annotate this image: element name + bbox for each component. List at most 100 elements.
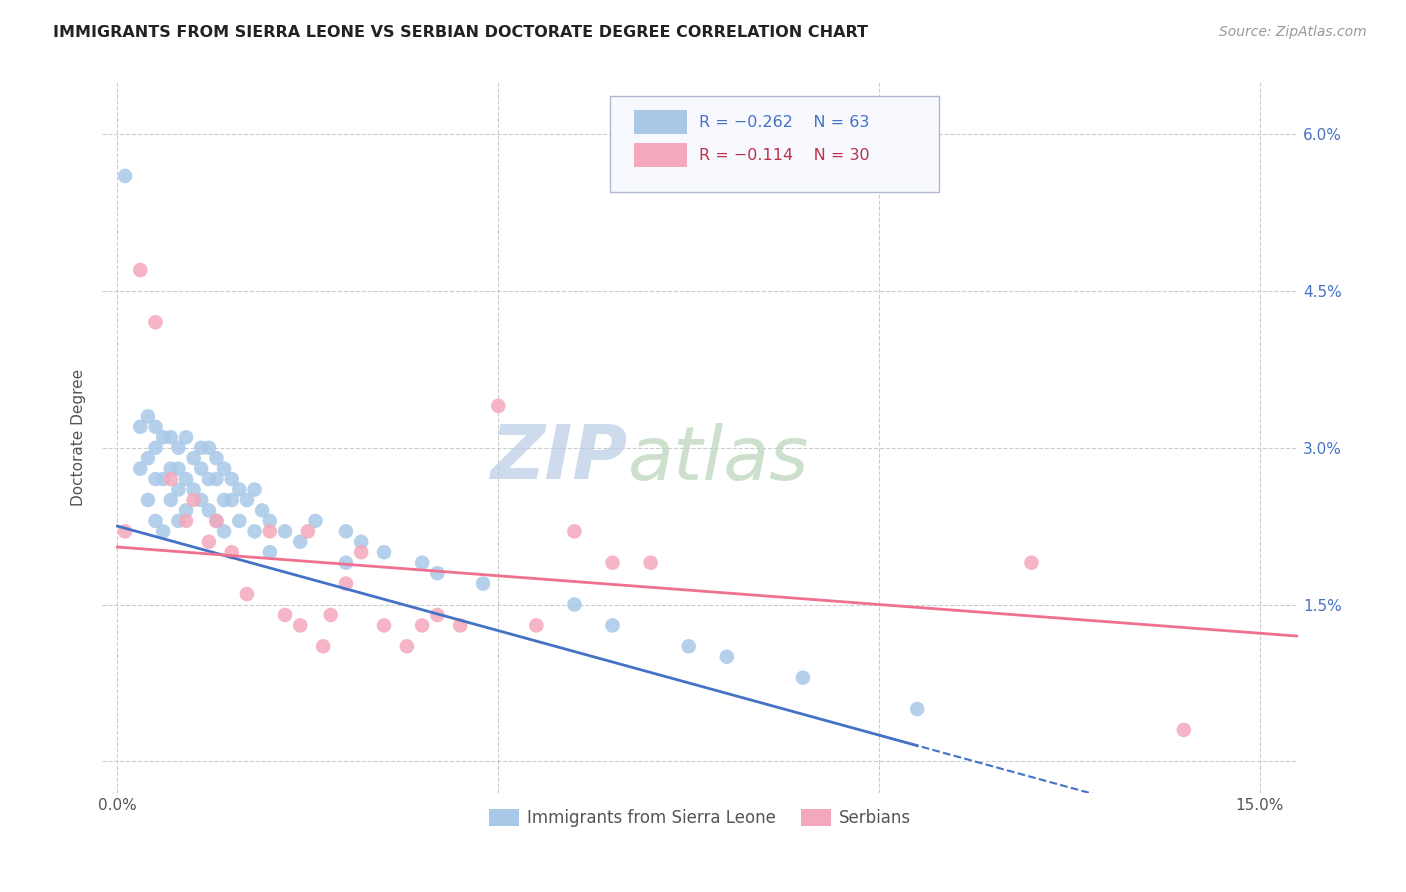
Point <box>152 430 174 444</box>
Point <box>145 441 167 455</box>
Point <box>198 534 221 549</box>
Point <box>792 671 814 685</box>
Point <box>183 451 205 466</box>
FancyBboxPatch shape <box>634 143 688 167</box>
Point <box>236 493 259 508</box>
Point <box>449 618 471 632</box>
FancyBboxPatch shape <box>610 96 939 192</box>
Point <box>335 556 357 570</box>
Point <box>221 493 243 508</box>
Point <box>228 483 250 497</box>
Point <box>129 263 152 277</box>
Point <box>145 420 167 434</box>
Point <box>426 607 449 622</box>
Point <box>395 640 418 654</box>
Text: IMMIGRANTS FROM SIERRA LEONE VS SERBIAN DOCTORATE DEGREE CORRELATION CHART: IMMIGRANTS FROM SIERRA LEONE VS SERBIAN … <box>53 25 869 40</box>
Point <box>167 461 190 475</box>
Point <box>290 618 312 632</box>
Point <box>136 493 159 508</box>
Point <box>174 472 197 486</box>
Point <box>159 493 181 508</box>
Point <box>1173 723 1195 737</box>
Point <box>136 409 159 424</box>
Legend: Immigrants from Sierra Leone, Serbians: Immigrants from Sierra Leone, Serbians <box>482 803 918 834</box>
Point <box>114 524 136 539</box>
Text: atlas: atlas <box>628 423 810 494</box>
Point <box>335 576 357 591</box>
Point <box>350 545 373 559</box>
Point <box>411 556 433 570</box>
Point <box>205 514 228 528</box>
Point <box>236 587 259 601</box>
Point <box>259 545 281 559</box>
Point <box>905 702 928 716</box>
Point <box>243 524 266 539</box>
Point <box>259 524 281 539</box>
Point <box>212 461 235 475</box>
Point <box>411 618 433 632</box>
Point <box>174 430 197 444</box>
Point <box>190 441 212 455</box>
Text: R = −0.262    N = 63: R = −0.262 N = 63 <box>699 115 869 130</box>
Point <box>335 524 357 539</box>
Point <box>152 524 174 539</box>
Point <box>167 483 190 497</box>
Point <box>205 451 228 466</box>
Point <box>212 493 235 508</box>
Point <box>350 534 373 549</box>
Point <box>564 598 586 612</box>
Point <box>212 524 235 539</box>
Point <box>274 607 297 622</box>
Point <box>290 534 312 549</box>
Text: R = −0.114    N = 30: R = −0.114 N = 30 <box>699 147 869 162</box>
Point <box>129 461 152 475</box>
Point <box>159 461 181 475</box>
Point <box>304 514 326 528</box>
Point <box>564 524 586 539</box>
Point <box>114 169 136 183</box>
Point <box>145 472 167 486</box>
Point <box>167 514 190 528</box>
Point <box>228 514 250 528</box>
Text: ZIP: ZIP <box>491 422 628 495</box>
Point <box>198 503 221 517</box>
Point <box>221 545 243 559</box>
Point <box>221 472 243 486</box>
Point <box>145 315 167 329</box>
Point <box>274 524 297 539</box>
Point <box>183 493 205 508</box>
Point <box>159 430 181 444</box>
Point <box>373 545 395 559</box>
Point <box>198 441 221 455</box>
Point <box>472 576 495 591</box>
Point <box>190 461 212 475</box>
Point <box>190 493 212 508</box>
Point <box>297 524 319 539</box>
Point <box>640 556 662 570</box>
Point <box>373 618 395 632</box>
Point <box>159 472 181 486</box>
Point <box>129 420 152 434</box>
Point <box>1021 556 1043 570</box>
Point <box>174 503 197 517</box>
FancyBboxPatch shape <box>634 111 688 135</box>
Point <box>602 618 624 632</box>
Point <box>250 503 273 517</box>
Point <box>524 618 547 632</box>
Point <box>152 472 174 486</box>
Y-axis label: Doctorate Degree: Doctorate Degree <box>72 368 86 506</box>
Point <box>205 472 228 486</box>
Point <box>319 607 342 622</box>
Point <box>205 514 228 528</box>
Point <box>243 483 266 497</box>
Point <box>259 514 281 528</box>
Point <box>426 566 449 581</box>
Point <box>145 514 167 528</box>
Point <box>678 640 700 654</box>
Point <box>136 451 159 466</box>
Point <box>716 649 738 664</box>
Point <box>602 556 624 570</box>
Point <box>183 483 205 497</box>
Text: Source: ZipAtlas.com: Source: ZipAtlas.com <box>1219 25 1367 39</box>
Point <box>198 472 221 486</box>
